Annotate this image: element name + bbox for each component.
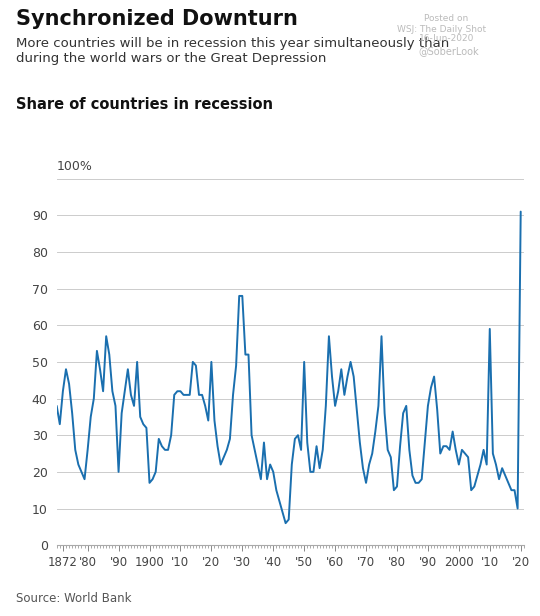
Text: Source: World Bank: Source: World Bank <box>16 592 132 605</box>
Text: Posted on: Posted on <box>424 14 468 23</box>
Text: 16-Jun-2020: 16-Jun-2020 <box>418 34 474 44</box>
Text: Synchronized Downturn: Synchronized Downturn <box>16 9 298 29</box>
Text: 100%: 100% <box>57 160 92 173</box>
Text: WSJ: The Daily Shot: WSJ: The Daily Shot <box>397 25 486 34</box>
Text: Share of countries in recession: Share of countries in recession <box>16 97 273 111</box>
Text: @SoberLook: @SoberLook <box>418 46 479 56</box>
Text: More countries will be in recession this year simultaneously than
during the wor: More countries will be in recession this… <box>16 37 449 65</box>
